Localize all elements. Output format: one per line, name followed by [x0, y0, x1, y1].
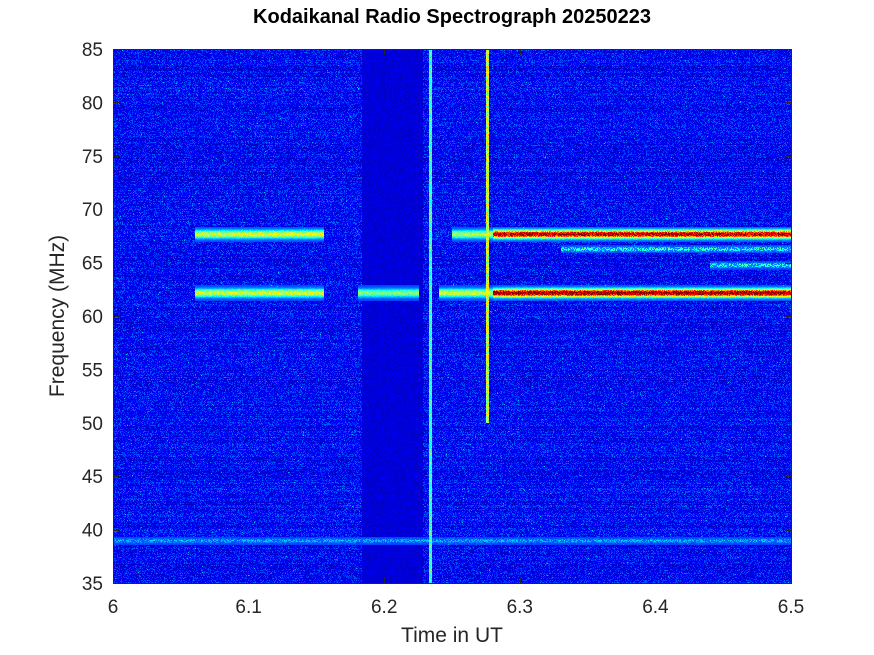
x-tick-label: 6.5	[778, 597, 804, 618]
x-tick-label: 6.3	[507, 597, 533, 618]
y-tick-label: 80	[82, 93, 103, 114]
y-tick-label: 55	[82, 360, 103, 381]
x-tick-label: 6.1	[235, 597, 261, 618]
y-axis-label: Frequency (MHz)	[46, 235, 69, 397]
spectrogram-heatmap	[113, 49, 791, 583]
x-tick-label: 6.4	[642, 597, 669, 618]
y-tick-label: 60	[82, 307, 103, 328]
y-tick-label: 85	[82, 40, 103, 61]
x-axis: 6 6.1 6.2 6.3 6.4 6.5	[108, 49, 804, 618]
y-tick-label: 35	[82, 574, 103, 595]
plot-frame	[113, 49, 792, 584]
chart-title: Kodaikanal Radio Spectrograph 20250223	[253, 6, 651, 28]
y-axis: 35 40 45 50 55 60 65 70 75 80 85	[82, 40, 791, 595]
y-tick-label: 75	[82, 147, 103, 168]
y-tick-label: 45	[82, 467, 103, 488]
x-axis-label: Time in UT	[401, 624, 503, 647]
y-tick-label: 65	[82, 254, 103, 275]
x-tick-label: 6	[108, 597, 119, 618]
x-tick-label: 6.2	[371, 597, 397, 618]
y-tick-label: 70	[82, 200, 103, 221]
y-tick-label: 50	[82, 414, 103, 435]
y-tick-label: 40	[82, 521, 103, 542]
